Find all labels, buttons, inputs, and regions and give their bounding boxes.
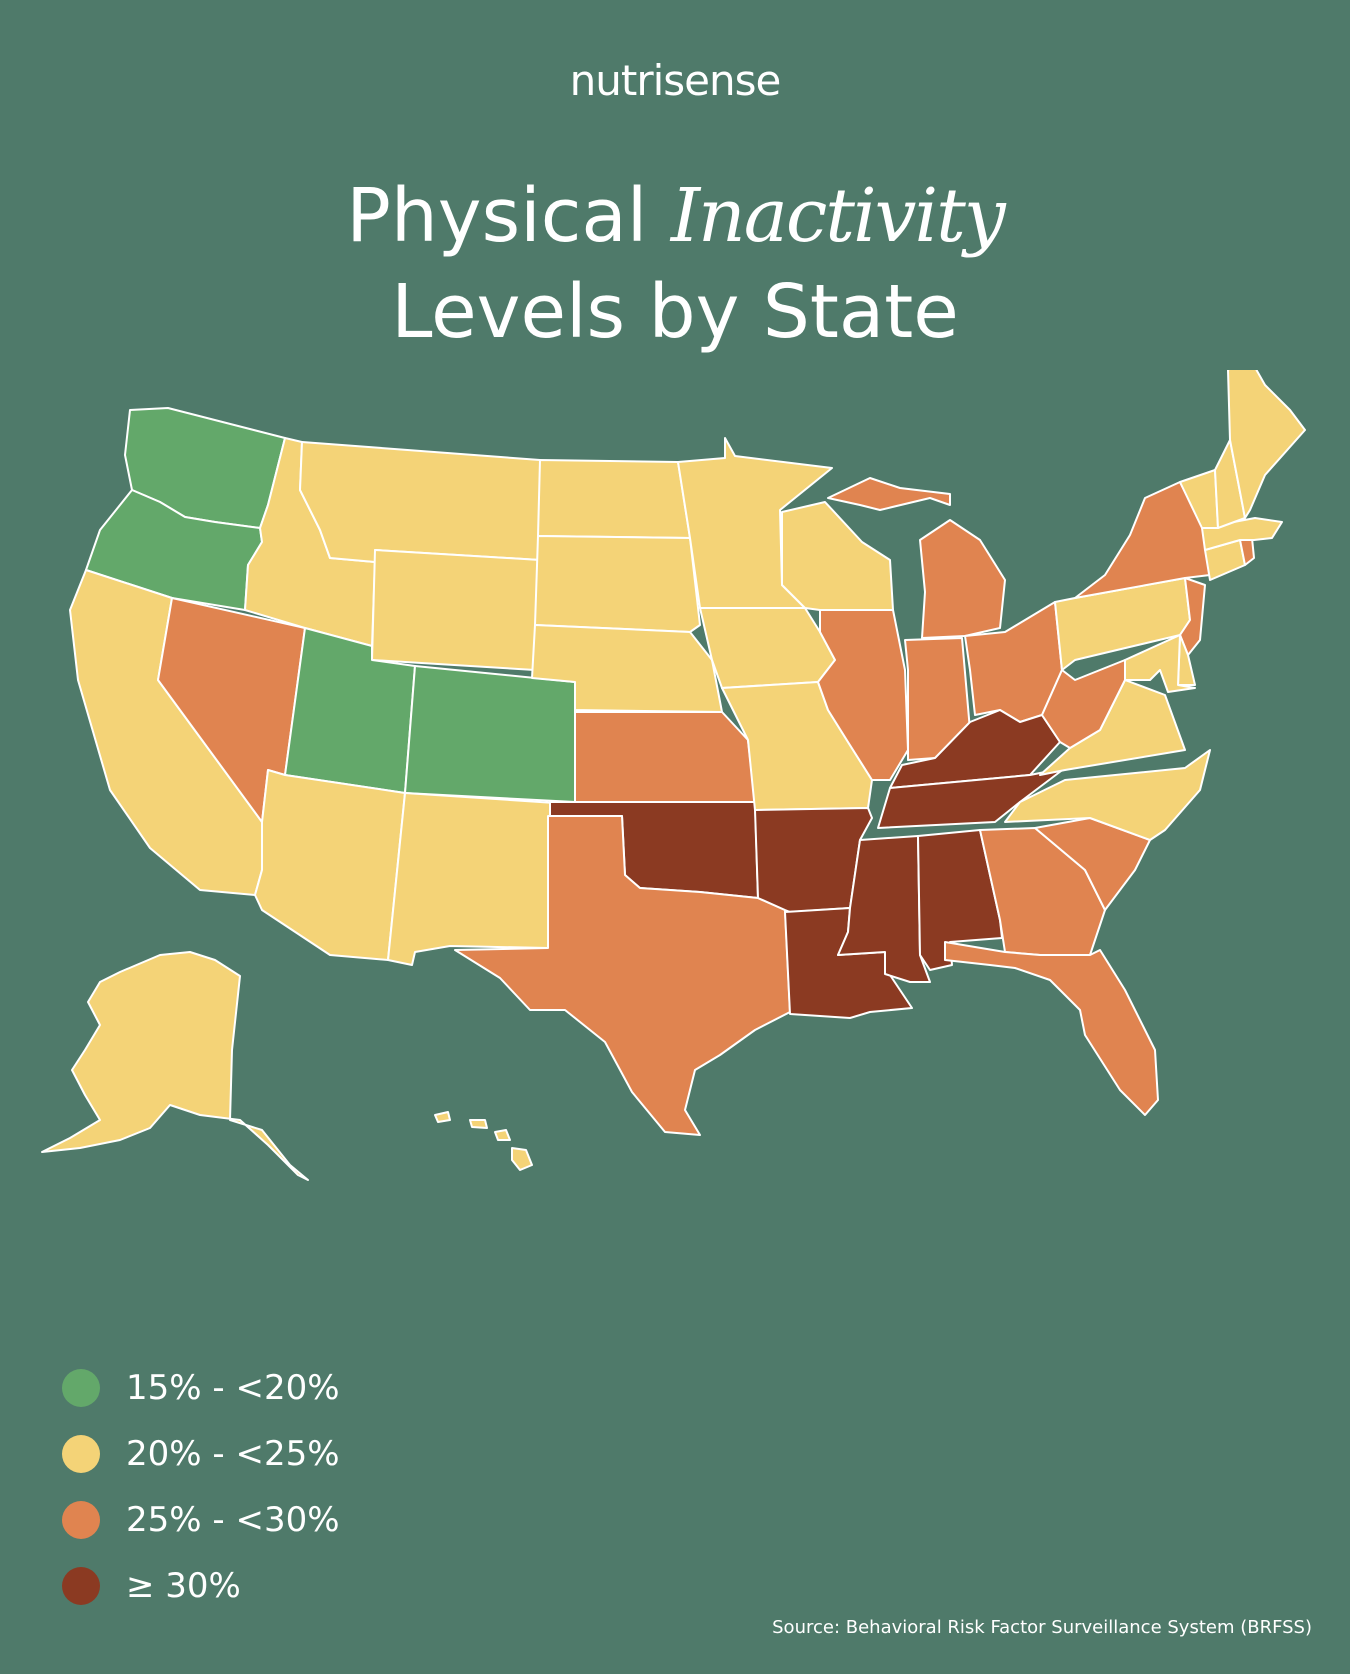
state-co <box>404 665 576 803</box>
legend-item: 15% - <20% <box>62 1355 340 1421</box>
state-ia <box>699 607 836 689</box>
title-line-1: Physical Inactivity <box>0 168 1350 264</box>
state-ak <box>41 951 309 1181</box>
legend-swatch <box>62 1501 100 1539</box>
source-note: Source: Behavioral Risk Factor Surveilla… <box>772 1617 1312 1638</box>
state-nc <box>1004 749 1211 841</box>
state-wi <box>781 501 894 611</box>
brand-logo: nutrisense <box>569 56 782 105</box>
legend-label: 15% - <20% <box>126 1368 340 1408</box>
state-ks <box>574 711 756 803</box>
legend-item: 20% - <25% <box>62 1421 340 1487</box>
state-tx <box>454 815 791 1136</box>
state-sd <box>534 535 701 633</box>
title-emphasis: Inactivity <box>670 173 1006 259</box>
legend-label: 20% - <25% <box>126 1434 340 1474</box>
state-il <box>817 609 909 781</box>
state-nd <box>537 459 691 539</box>
state-mn <box>677 437 833 609</box>
title-text: Physical <box>346 173 671 259</box>
legend-swatch <box>62 1435 100 1473</box>
state-fl <box>944 941 1159 1116</box>
state-mt <box>299 441 541 563</box>
state-mi <box>827 477 1006 639</box>
state-me <box>1227 370 1306 519</box>
state-hi <box>434 1111 533 1171</box>
legend: 15% - <20% 20% - <25% 25% - <30% ≥ 30% <box>62 1355 340 1619</box>
state-nm <box>387 792 556 966</box>
legend-item: ≥ 30% <box>62 1553 340 1619</box>
legend-swatch <box>62 1369 100 1407</box>
title-line-2: Levels by State <box>391 269 959 355</box>
page-title: Physical Inactivity Levels by State <box>0 168 1350 360</box>
legend-label: 25% - <30% <box>126 1500 340 1540</box>
state-az <box>254 769 406 961</box>
state-md <box>1124 634 1196 693</box>
state-wy <box>371 549 541 671</box>
us-map <box>41 370 1306 1181</box>
state-ky <box>889 709 1061 789</box>
legend-swatch <box>62 1567 100 1605</box>
legend-label: ≥ 30% <box>126 1566 241 1606</box>
legend-item: 25% - <30% <box>62 1487 340 1553</box>
